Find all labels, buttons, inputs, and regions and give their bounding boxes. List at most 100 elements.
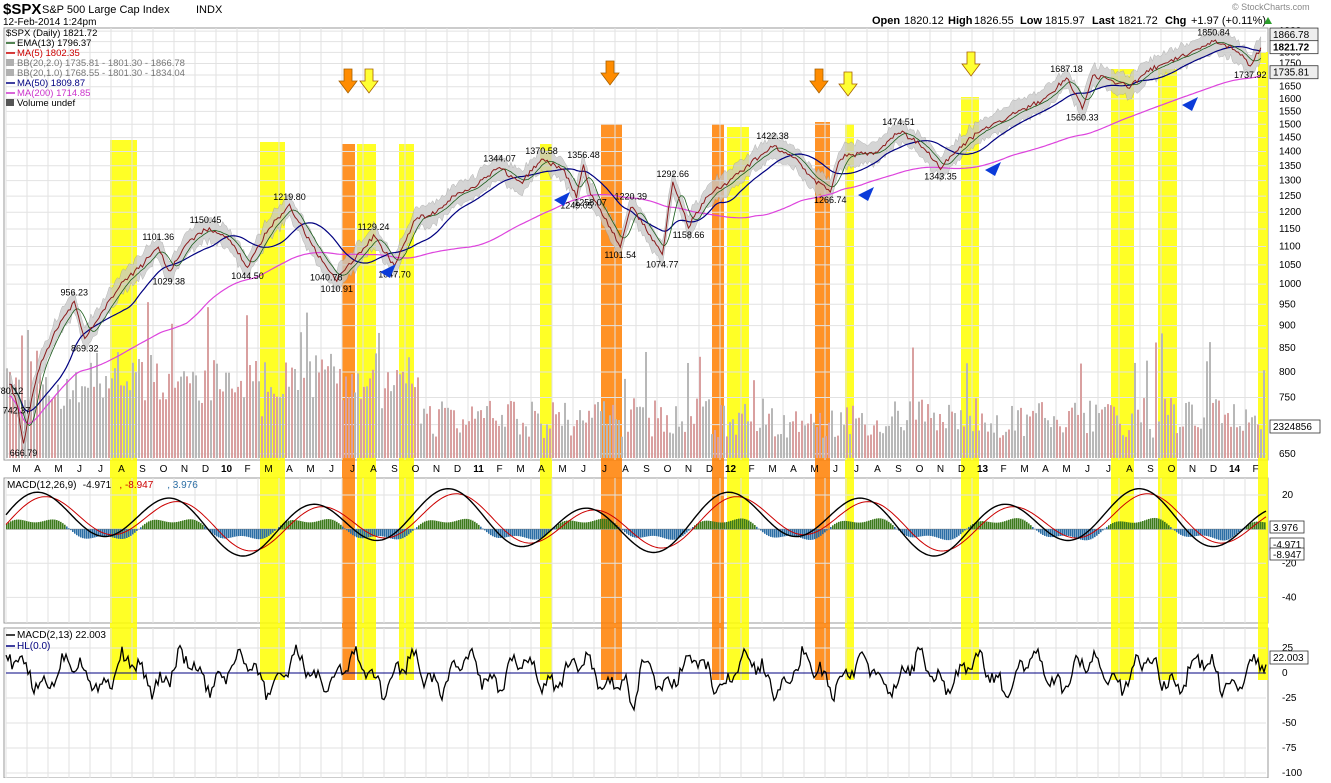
volume-bar [474, 419, 476, 458]
macd-histogram-bar [950, 529, 952, 540]
macd-histogram-bar [300, 521, 302, 529]
macd-histogram-bar [1110, 524, 1112, 529]
volume-bar [414, 387, 416, 458]
macd2-tick-label: -75 [1282, 743, 1297, 754]
volume-bar [651, 436, 653, 458]
volume-bar [1263, 370, 1265, 458]
volume-bar [1008, 429, 1010, 458]
price-tick-label: 900 [1279, 321, 1296, 332]
macd-histogram-bar [492, 529, 494, 536]
macd-histogram-bar [54, 520, 56, 530]
volume-bar [960, 410, 962, 458]
macd-histogram-bar [484, 529, 486, 530]
macd-histogram-bar [938, 529, 940, 538]
macd-histogram-bar [920, 529, 922, 536]
x-tick-label: A [1042, 464, 1049, 475]
price-tick-label: 650 [1279, 449, 1296, 460]
volume-bar [621, 437, 623, 458]
x-tick-label: M [264, 464, 272, 475]
volume-bar [606, 424, 608, 458]
macd-histogram-bar [906, 529, 908, 536]
macd-histogram-bar [648, 529, 650, 536]
macd-histogram-bar [958, 529, 960, 536]
macd-histogram-bar [26, 521, 28, 529]
macd-legend-item: MACD(12,26,9) [7, 480, 76, 491]
x-tick-label: 10 [221, 464, 233, 475]
macd-histogram-bar [1138, 522, 1140, 529]
volume-bar [375, 353, 377, 458]
volume-bar [798, 432, 800, 458]
macd-histogram-bar [642, 529, 644, 537]
price-tick-label: 1600 [1279, 94, 1302, 105]
macd-histogram-bar [834, 524, 836, 529]
open-value: 1820.12 [904, 15, 944, 27]
volume-bar [966, 363, 968, 458]
volume-bar [1101, 409, 1103, 458]
volume-bar [1251, 417, 1253, 458]
volume-bar [93, 387, 95, 458]
macd-histogram-bar [840, 521, 842, 529]
macd-histogram-bar [270, 529, 272, 534]
volume-bar [765, 425, 767, 458]
volume-bar [192, 372, 194, 458]
volume-bar [120, 385, 122, 458]
macd-histogram-bar [338, 523, 340, 529]
price-annotation: 1292.66 [656, 169, 689, 179]
macd-histogram-bar [212, 529, 214, 534]
price-annotation: 1344.07 [483, 154, 516, 164]
volume-bar [321, 360, 323, 458]
volume-bar [57, 385, 59, 458]
macd-histogram-bar [434, 520, 436, 529]
volume-bar [1173, 404, 1175, 458]
volume-bar [1059, 426, 1061, 458]
volume-bar [804, 425, 806, 458]
macd-histogram-bar [574, 521, 576, 529]
macd-histogram-bar [1098, 529, 1100, 534]
volume-bar [543, 438, 545, 458]
volume-bar [312, 397, 314, 458]
macd-histogram-bar [542, 529, 544, 537]
x-tick-label: S [391, 464, 398, 475]
macd-histogram-bar [1136, 523, 1138, 530]
volume-bar [717, 437, 719, 458]
volume-bar [1212, 403, 1214, 458]
volume-bar [1140, 422, 1142, 458]
macd-histogram-bar [258, 529, 260, 539]
macd-histogram-bar [140, 527, 142, 529]
macd-histogram-bar [918, 529, 920, 537]
price-tick-label: 1050 [1279, 260, 1302, 271]
price-annotation: 1343.35 [924, 172, 957, 182]
volume-bar [825, 436, 827, 458]
volume-bar [102, 398, 104, 458]
volume-bar [807, 423, 809, 458]
macd-histogram-bar [1236, 529, 1238, 534]
price-annotation: 1560.33 [1066, 113, 1099, 123]
macd-histogram-bar [1114, 522, 1116, 529]
macd-histogram-bar [298, 521, 300, 530]
volume-bar [1200, 429, 1202, 458]
macd-histogram-bar [932, 529, 934, 536]
volume-bar [645, 352, 647, 458]
volume-bar [768, 414, 770, 458]
macd-histogram-bar [578, 522, 580, 529]
macd-histogram-bar [78, 529, 80, 536]
price-tick-label: 1200 [1279, 207, 1302, 218]
macd-histogram-bar [8, 523, 10, 530]
macd-histogram-bar [676, 529, 678, 539]
macd-histogram-bar [728, 521, 730, 529]
volume-bar [744, 404, 746, 458]
macd-histogram-bar [442, 522, 444, 529]
volume-bar [1065, 427, 1067, 458]
volume-bar [720, 405, 722, 458]
macd-histogram-bar [1130, 523, 1132, 530]
macd-histogram-bar [418, 525, 420, 529]
volume-bar [816, 427, 818, 458]
macd-histogram-bar [164, 521, 166, 529]
volume-bar [231, 389, 233, 458]
macd-histogram-bar [640, 529, 642, 537]
macd-histogram-bar [1232, 529, 1234, 537]
x-tick-label: J [602, 464, 607, 475]
volume-bar [996, 415, 998, 458]
macd-histogram-bar [600, 519, 602, 529]
volume-bar [687, 363, 689, 458]
